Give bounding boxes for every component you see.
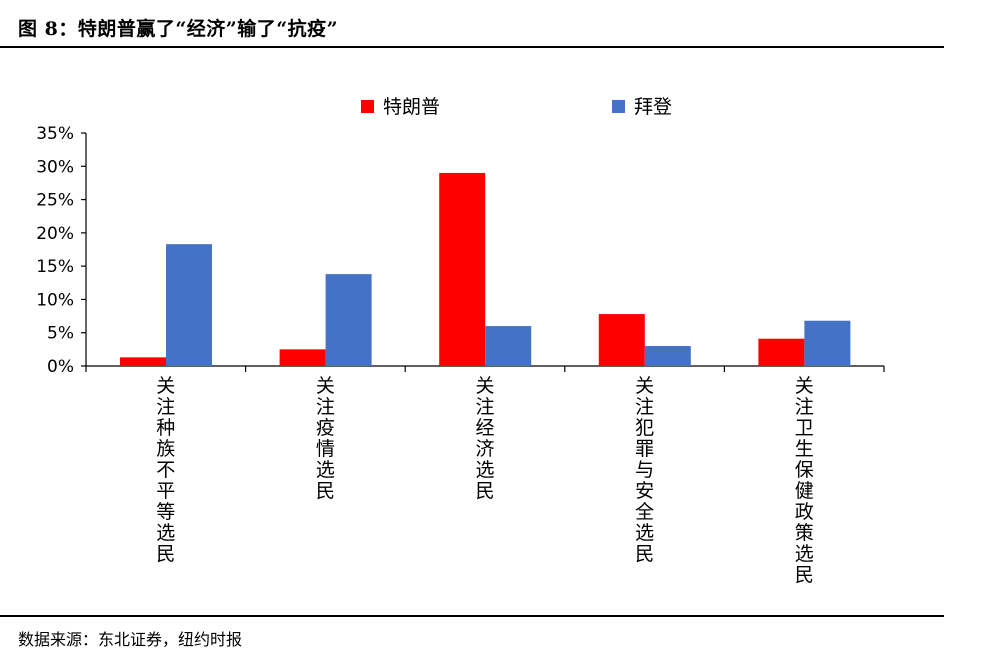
bar-trump: [439, 172, 486, 366]
figure-title: 图 8：特朗普赢了“经济”输了“抗疫”: [18, 18, 339, 40]
category-label: 关注卫生保健政策选民: [795, 375, 814, 586]
y-tick-label: 25%: [36, 191, 74, 211]
y-axis: 0% 5% 10% 15% 20% 25% 30% 35%: [36, 124, 87, 377]
bar-biden: [644, 346, 691, 366]
legend-label: 拜登: [634, 96, 672, 118]
legend-swatch: [612, 100, 625, 113]
legend-label: 特朗普: [383, 96, 440, 118]
bar-biden: [485, 326, 532, 366]
bar-biden: [325, 274, 372, 366]
bar-trump: [598, 314, 645, 366]
bars: [120, 172, 851, 366]
category-label: 关注种族不平等选民: [156, 375, 175, 565]
legend-swatch: [361, 100, 374, 113]
y-tick-label: 5%: [47, 324, 74, 344]
category-label: 关注犯罪与安全选民: [635, 375, 654, 565]
bar-trump: [279, 349, 326, 366]
y-tick-label: 20%: [36, 224, 74, 244]
bottom-rule: [0, 615, 944, 617]
source-note: 数据来源：东北证券，纽约时报: [18, 630, 243, 649]
category-label: 关注经济选民: [475, 375, 494, 502]
y-tick-label: 10%: [36, 290, 74, 310]
bar-trump: [120, 357, 166, 366]
bar-biden: [166, 244, 212, 366]
x-axis: [85, 365, 885, 372]
category-label: 关注疫情选民: [316, 375, 335, 502]
y-tick-label: 35%: [36, 124, 74, 144]
bar-trump: [758, 338, 805, 366]
y-tick-label: 30%: [36, 157, 74, 177]
category-labels: 关注种族不平等选民 关注疫情选民 关注经济选民 关注犯罪与安全选民 关注卫生保健政策选民: [156, 375, 813, 586]
bar-biden: [804, 320, 851, 366]
y-tick-label: 0%: [47, 357, 74, 377]
y-tick-label: 15%: [36, 257, 74, 277]
top-rule: [0, 46, 944, 48]
legend: 特朗普 拜登: [361, 96, 672, 118]
